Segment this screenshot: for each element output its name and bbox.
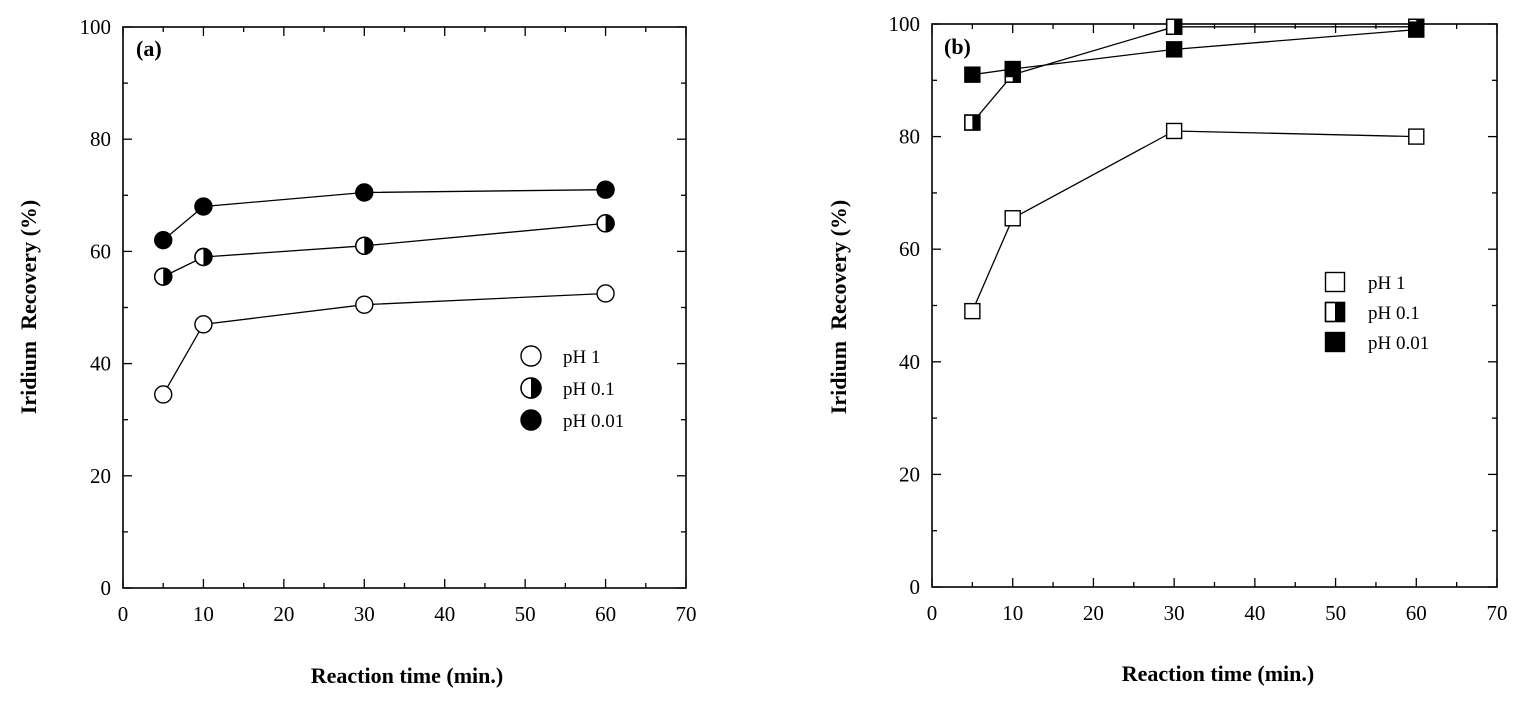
legend-marker-open [1324, 271, 1346, 293]
legend-label: pH 0.01 [1368, 333, 1429, 354]
chart-panel-b: 0 10 20 30 40 50 60 70 0 20 40 60 80 100 (b) Reaction t… [826, 12, 1508, 686]
data-point-open [596, 284, 615, 303]
y-tick-label: 80 [899, 125, 920, 149]
legend-marker-filled [520, 409, 542, 431]
panel-label: (b) [944, 34, 971, 59]
series-line-filled [162, 189, 606, 241]
x-tick-label: 0 [927, 601, 938, 625]
legend-marker-half [520, 377, 542, 399]
x-tick-label: 30 [354, 602, 375, 626]
y-tick-label: 20 [899, 462, 920, 486]
y-tick-label: 0 [910, 575, 921, 599]
data-point-open [355, 295, 374, 314]
series-line-half [162, 222, 606, 278]
y-tick-label: 60 [90, 239, 111, 263]
data-point-open [964, 302, 981, 320]
data-point-filled [596, 180, 615, 199]
data-point-open [194, 315, 213, 334]
data-point-half [194, 247, 213, 267]
x-tick-label: 50 [515, 602, 536, 626]
panel-label: (a) [136, 36, 162, 61]
x-tick-label: 60 [1406, 601, 1427, 625]
y-tick-label: 100 [80, 15, 112, 39]
data-point-filled [355, 183, 374, 202]
y-tick-label: 60 [899, 237, 920, 261]
x-tick-label: 40 [434, 602, 455, 626]
x-tick-label: 30 [1164, 601, 1185, 625]
legend: pH 1 pH 0.1 pH 0.01 [1324, 271, 1429, 354]
data-point-filled [154, 230, 173, 250]
data-point-open [1004, 210, 1021, 227]
x-tick-label: 60 [595, 602, 616, 626]
legend-marker-filled [1324, 331, 1346, 353]
series-line-filled [972, 28, 1417, 76]
data-point-filled [194, 197, 213, 216]
y-tick-label: 20 [90, 464, 111, 488]
data-point-open [1408, 128, 1425, 145]
data-point-filled [1408, 21, 1425, 38]
x-tick-label: 10 [1002, 601, 1023, 625]
x-axis-title: Reaction time (min.) [311, 663, 503, 688]
y-tick-label: 40 [90, 352, 111, 376]
x-axis-title: Reaction time (min.) [1122, 661, 1314, 686]
y-tick-label: 80 [90, 127, 111, 151]
y-tick-label: 0 [101, 576, 112, 600]
data-point-half [964, 114, 981, 131]
y-axis-title: Iridium Recovery (%) [16, 200, 41, 414]
chart-panel-a: 0 10 20 30 40 50 60 70 0 20 40 60 80 100 (a) Reaction t… [16, 15, 697, 688]
x-tick-label: 70 [676, 602, 697, 626]
x-tick-label: 0 [118, 602, 129, 626]
data-point-filled [1004, 60, 1021, 78]
data-point-open [1165, 122, 1183, 140]
series-line-half [971, 26, 1417, 123]
data-point-half [596, 214, 615, 233]
series-line-open [162, 292, 606, 395]
legend: pH 1 pH 0.1 pH 0.01 [520, 345, 624, 432]
legend-label: pH 1 [563, 347, 600, 368]
data-point-filled [1165, 41, 1183, 58]
x-tick-label: 70 [1487, 601, 1508, 625]
y-tick-label: 40 [899, 350, 920, 374]
x-tick-label: 50 [1325, 601, 1346, 625]
legend-label: pH 0.1 [1368, 303, 1420, 324]
legend-label: pH 0.1 [563, 379, 615, 400]
data-point-filled [964, 66, 981, 83]
plot-frame-a [122, 26, 687, 589]
y-axis-title: Iridium Recovery (%) [826, 200, 851, 414]
x-tick-label: 20 [273, 602, 294, 626]
data-point-open [154, 385, 173, 404]
x-tick-label: 10 [193, 602, 214, 626]
legend-marker-half [1324, 301, 1346, 323]
data-point-half [1165, 18, 1183, 36]
legend-label: pH 0.01 [563, 411, 624, 432]
x-tick-label: 20 [1083, 601, 1104, 625]
x-tick-label: 40 [1244, 601, 1265, 625]
data-point-half [355, 236, 374, 255]
series-line-open [971, 130, 1417, 312]
legend-marker-open [520, 345, 542, 367]
data-point-half [154, 267, 173, 286]
legend-label: pH 1 [1368, 273, 1405, 294]
y-tick-label: 100 [889, 12, 921, 36]
